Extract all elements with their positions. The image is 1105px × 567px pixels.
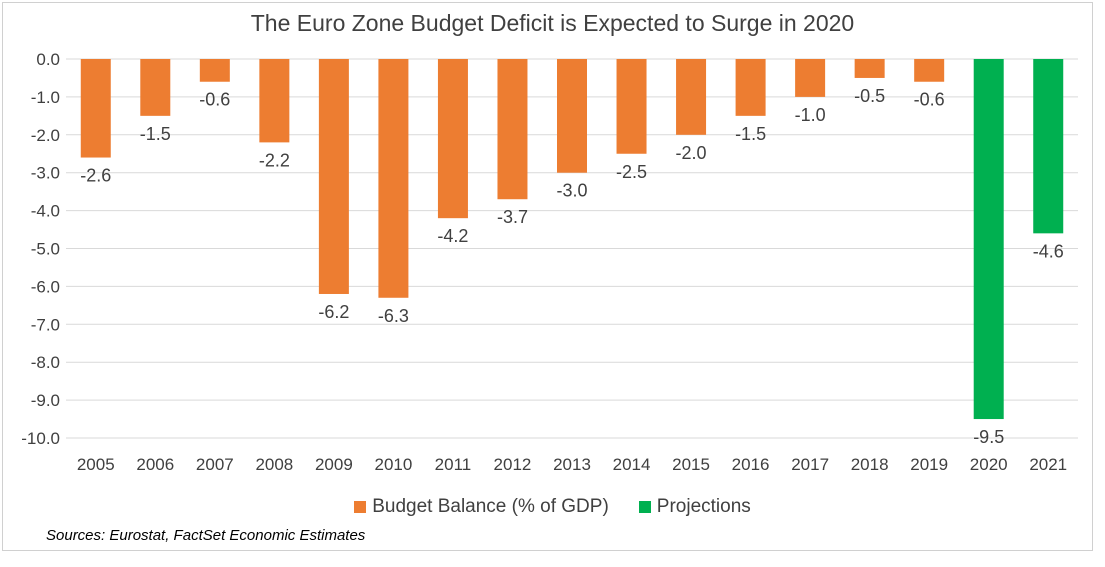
data-label: -2.5 [616,162,647,182]
y-tick-label: -10.0 [21,429,60,448]
chart-title: The Euro Zone Budget Deficit is Expected… [250,10,855,36]
bar-2018 [854,59,885,78]
x-tick-label: 2021 [1029,455,1067,474]
y-tick-label: -9.0 [31,391,60,410]
data-label: -6.2 [318,302,349,322]
data-label: -1.0 [795,105,826,125]
x-tick-label: 2007 [196,455,234,474]
x-tick-label: 2020 [970,455,1008,474]
x-tick-label: 2016 [732,455,770,474]
bar-2021 [1033,59,1064,234]
bar-2013 [557,59,587,173]
source-note: Sources: Eurostat, FactSet Economic Esti… [46,527,366,544]
y-tick-label: -2.0 [31,126,60,145]
bar-2006 [140,59,171,116]
y-tick-label: -1.0 [31,88,60,107]
data-label: -1.5 [140,124,171,144]
bar-2007 [199,59,230,82]
x-tick-label: 2008 [255,455,293,474]
bar-2009 [318,59,349,294]
bar-2020 [973,59,1004,420]
x-tick-label: 2006 [136,455,174,474]
x-tick-label: 2010 [374,455,412,474]
y-tick-label: -8.0 [31,353,60,372]
x-tick-label: 2011 [435,455,472,474]
legend-item-projections: Projections [638,496,751,518]
x-tick-label: 2013 [553,455,591,474]
data-label: -6.3 [378,306,409,326]
y-tick-label: -7.0 [31,315,60,334]
y-tick-label: -6.0 [31,277,60,296]
y-tick-label: 0.0 [36,50,60,69]
legend-swatch-green [638,501,651,513]
legend-label: Projections [656,496,751,517]
bar-2019 [914,59,945,82]
x-tick-label: 2018 [851,455,889,474]
x-tick-label: 2014 [613,455,651,474]
data-label: -4.2 [437,226,468,246]
bar-2010 [378,59,409,298]
bar-2011 [437,59,468,219]
data-label: -2.6 [80,166,111,186]
x-tick-label: 2009 [315,455,353,474]
bar-2014 [616,59,647,154]
data-label: -0.6 [914,90,945,110]
data-label: -9.5 [973,427,1004,447]
y-tick-label: -5.0 [31,240,60,259]
x-tick-label: 2019 [910,455,948,474]
data-label: -2.2 [259,150,290,170]
bar-2005 [80,59,111,158]
x-tick-label: 2017 [791,455,829,474]
bar-2008 [259,59,290,143]
y-tick-label: -3.0 [31,164,60,183]
chart-border [2,2,1093,551]
data-label: -0.5 [854,86,885,106]
x-tick-label: 2015 [672,455,710,474]
bar-2012 [497,59,528,200]
legend-swatch-orange [354,501,367,513]
data-label: -3.7 [497,207,528,227]
data-label: -1.5 [735,124,766,144]
y-tick-label: -4.0 [31,202,60,221]
bar-2016 [735,59,766,116]
x-tick-label: 2012 [494,455,532,474]
bar-2017 [795,59,826,97]
data-label: -2.0 [676,143,707,163]
data-label: -3.0 [556,181,587,201]
legend-label: Budget Balance (% of GDP) [372,496,609,517]
data-label: -0.6 [199,90,230,110]
x-tick-label: 2005 [77,455,115,474]
bar-2015 [676,59,707,135]
legend: Budget Balance (% of GDP) Projections [0,496,1105,518]
legend-item-budget-balance: Budget Balance (% of GDP) [354,496,609,518]
data-label: -4.6 [1033,241,1064,261]
